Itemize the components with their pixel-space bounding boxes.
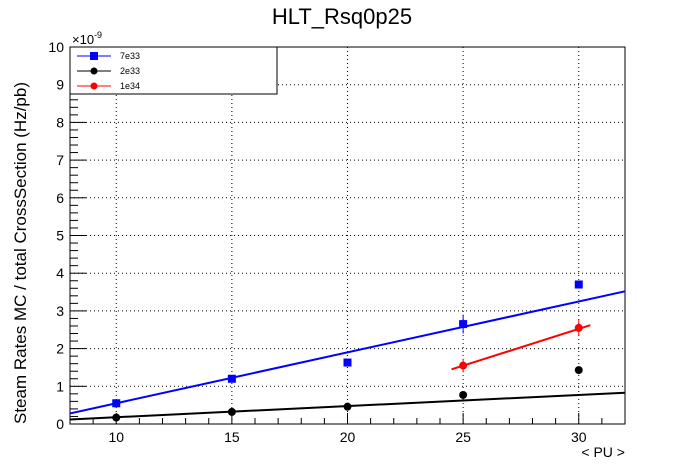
y-tick-label: 10 (48, 39, 64, 55)
data-point-2e33 (459, 390, 468, 399)
y-exponent-base: ×10 (72, 32, 94, 47)
y-tick-label: 2 (56, 341, 64, 357)
axis-ticks: 10 15 20 25 30 0 1 2 3 4 5 6 7 8 9 10 (48, 39, 626, 445)
legend-label-1e34: 1e34 (120, 81, 140, 91)
data-point-2e33 (227, 407, 236, 416)
y-exponent-power: -9 (94, 30, 102, 40)
data-point-2e33 (343, 402, 352, 411)
legend-marker-7e33 (90, 52, 98, 60)
y-tick-label: 6 (56, 190, 64, 206)
chart-title: HLT_Rsq0p25 (272, 4, 412, 29)
legend-marker-1e34 (90, 82, 98, 90)
y-tick-label: 3 (56, 303, 64, 319)
y-tick-label: 0 (56, 416, 64, 432)
x-tick-label: 10 (108, 429, 124, 445)
x-tick-label: 30 (571, 429, 587, 445)
y-tick-label: 4 (56, 265, 64, 281)
x-tick-label: 20 (340, 429, 356, 445)
y-tick-label: 5 (56, 228, 64, 244)
y-tick-label: 7 (56, 152, 64, 168)
x-axis-title: < PU > (581, 444, 625, 460)
data-point-7e33 (574, 280, 583, 289)
legend-label-2e33: 2e33 (120, 66, 140, 76)
data-point-7e33 (459, 320, 468, 329)
data-point-7e33 (343, 358, 352, 367)
y-exponent: ×10-9 (72, 30, 102, 47)
fit-line-1e34 (451, 324, 591, 371)
legend: 7e33 2e33 1e34 (69, 46, 278, 95)
legend-marker-2e33 (90, 67, 98, 75)
fit-line-7e33 (69, 290, 626, 415)
data-points (112, 280, 583, 422)
legend-label-7e33: 7e33 (120, 51, 140, 61)
grid (70, 46, 625, 425)
y-tick-label: 1 (56, 378, 64, 394)
data-point-7e33 (112, 399, 121, 408)
y-tick-label: 8 (56, 114, 64, 130)
data-point-1e34 (459, 361, 468, 370)
y-tick-label: 9 (56, 77, 64, 93)
data-point-2e33 (574, 366, 583, 375)
x-tick-label: 15 (224, 429, 240, 445)
data-point-1e34 (574, 323, 583, 332)
y-axis-title: Steam Rates MC / total CrossSection (Hz/… (11, 82, 30, 424)
data-point-7e33 (227, 374, 236, 383)
data-point-2e33 (112, 413, 121, 422)
x-tick-label: 25 (455, 429, 471, 445)
